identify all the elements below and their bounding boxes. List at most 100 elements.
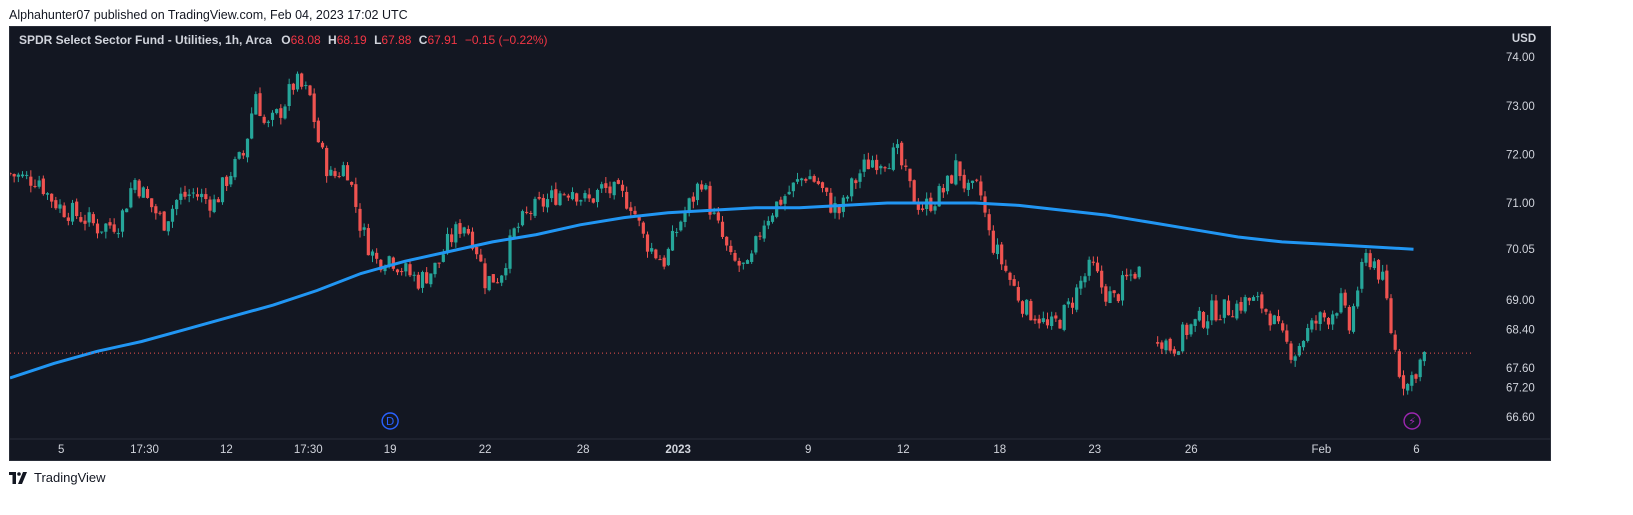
candle-body-up [129,188,133,208]
candle-body-down [437,262,441,264]
candle-body-down [620,184,625,191]
candle-body-up [287,84,291,107]
candle-body-up [558,193,562,206]
candle-body-down [1260,294,1264,309]
candle-body-down [779,199,783,205]
candle-body-up [1272,315,1276,325]
candle-body-up [1351,306,1356,332]
candle-body-down [1045,319,1050,326]
candle-body-down [66,217,70,221]
candle-body-up [612,181,616,196]
candle-body-down [466,228,470,234]
candle-body-down [700,184,704,190]
candle-body-down [1100,270,1104,288]
candle-body-up [1410,375,1414,386]
candle-body-down [1285,330,1289,342]
candle-body-down [108,222,112,226]
candle-body-down [1264,309,1268,312]
candle-body-down [645,234,650,252]
candle-body-up [512,228,516,238]
candle-body-down [991,230,995,253]
candle-body-down [416,274,420,289]
moving-average-line [10,201,1414,380]
candle-body-down [1289,343,1293,360]
x-tick-label: Feb [1311,444,1331,456]
candle-body-up [891,147,895,170]
candle-body-up [445,233,450,254]
candle-body-up [1293,356,1297,361]
candle-body-down [1054,315,1058,319]
currency-label: USD [1512,33,1536,45]
x-tick-label: 12 [897,444,910,456]
candle-body-down [195,194,200,197]
candle-body-up [87,212,91,223]
candle-body-down [375,252,379,259]
candle-body-up [570,192,575,200]
y-tick-label: 72.00 [1506,149,1535,161]
candle-body-up [1297,346,1301,356]
candle-body-up [762,225,766,239]
candle-body-up [508,235,512,269]
candle-body-up [1181,324,1185,352]
candle-body-up [1025,299,1029,315]
y-tick-label: 66.60 [1506,412,1535,424]
candle-body-down [158,212,162,214]
candle-body-up [387,256,391,267]
candle-body-up [1137,266,1141,278]
y-tick-label: 67.20 [1506,383,1535,395]
brand-name: TradingView [34,470,106,485]
candle-body-up [516,226,520,228]
candle-body-up [487,276,491,291]
candle-body-up [945,175,950,192]
candle-body-down [262,116,266,123]
candle-body-down [900,142,904,166]
candle-body-down [479,254,483,262]
candle-body-down [1016,287,1020,301]
x-tick-label: 28 [577,444,590,456]
candle-body-down [604,183,608,188]
candle-body-down [258,93,262,116]
candle-body-down [279,108,283,118]
candle-body-down [804,179,808,181]
tradingview-logo[interactable]: TradingView [9,470,106,485]
candle-body-up [1120,275,1125,301]
y-tick-label: 74.00 [1506,52,1535,64]
candle-body-up [20,174,25,177]
candle-body-down [725,236,729,246]
candle-body-up [141,187,145,198]
y-tick-label: 69.00 [1506,295,1535,307]
candle-body-up [412,274,416,276]
candle-body-down [325,147,329,177]
candle-body-down [41,178,45,195]
y-tick-label: 73.00 [1506,101,1535,113]
candle-body-up [250,113,254,139]
candle-body-up [675,231,679,233]
candle-body-down [50,193,54,202]
candle-body-up [741,262,745,264]
candle-body-down [1004,265,1008,271]
candle-body-down [491,274,495,283]
candle-body-down [1343,292,1347,306]
candle-body-up [1222,299,1226,318]
candle-body-up [166,221,170,232]
candle-body-up [304,85,308,87]
candle-body-down [83,220,87,224]
candle-body-down [379,259,383,271]
candle-body-up [933,206,937,211]
candle-body-up [266,121,270,123]
candle-body-up [666,248,670,266]
candlestick-chart[interactable]: MA70.05XLU67.91D⚡ 74.0073.0072.0071.0070… [10,27,1550,460]
candle-body-up [520,211,525,226]
chart-frame[interactable]: MA70.05XLU67.91D⚡ 74.0073.0072.0071.0070… [9,26,1551,461]
candle-body-up [1087,259,1091,276]
candle-body-up [545,199,550,208]
candle-body-up [970,180,975,183]
candle-body-down [987,214,991,231]
candle-body-down [1385,270,1389,299]
candle-body-up [1356,290,1360,307]
candle-body-up [1406,383,1410,391]
candle-body-down [1239,302,1243,311]
candle-body-down [854,180,858,184]
candle-body-down [608,186,612,194]
candle-body-up [104,223,108,232]
